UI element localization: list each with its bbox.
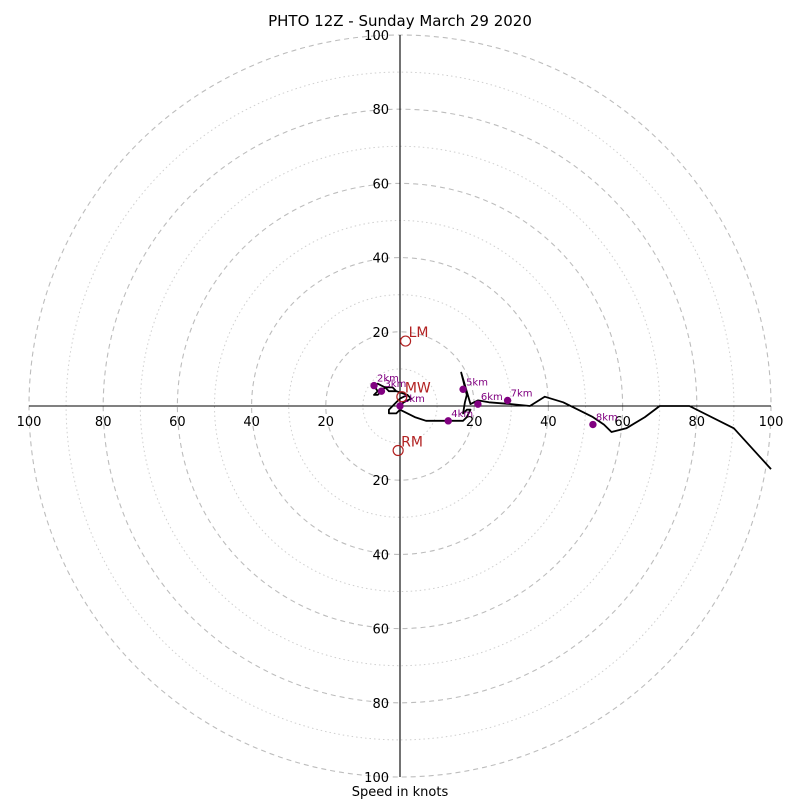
- height-label-4km: 4km: [451, 409, 473, 420]
- x-tick-label: 100: [17, 415, 42, 430]
- storm-motion-lm-label: LM: [409, 325, 429, 341]
- hodograph-line: [373, 371, 772, 470]
- x-tick-label: 80: [95, 415, 112, 430]
- height-label-6km: 6km: [481, 392, 503, 403]
- height-marker-4km: [444, 417, 452, 425]
- y-tick-label: 20: [372, 326, 389, 341]
- y-tick-label: 100: [364, 771, 389, 786]
- x-tick-label: 20: [318, 415, 335, 430]
- x-tick-label: 20: [466, 415, 483, 430]
- y-tick-label: 60: [372, 177, 389, 192]
- y-tick-label: 40: [372, 548, 389, 563]
- hodograph-trace: [373, 371, 772, 470]
- x-axis-label: Speed in knots: [352, 785, 449, 800]
- height-label-3km: 3km: [384, 379, 406, 390]
- height-marker-3km: [377, 387, 386, 395]
- height-marker-8km: [589, 420, 597, 429]
- height-label-1km: 1km: [403, 394, 425, 405]
- height-label-7km: 7km: [511, 388, 533, 399]
- x-tick-label: 40: [243, 415, 260, 430]
- height-label-5km: 5km: [466, 377, 488, 388]
- y-tick-label: 40: [372, 252, 389, 267]
- height-marker-6km: [474, 400, 482, 408]
- height-label-2km: 2km: [377, 374, 399, 385]
- height-label-8km: 8km: [596, 413, 618, 424]
- height-marker-5km: [459, 385, 467, 394]
- y-tick-label: 80: [372, 103, 389, 118]
- y-tick-label: 20: [372, 474, 389, 489]
- x-tick-label: 60: [614, 415, 631, 430]
- height-marker-2km: [370, 381, 378, 390]
- storm-motion-rm-label: RM: [401, 435, 423, 451]
- storm-motion-lm-marker: [399, 335, 412, 347]
- tick-labels: 100 80 60 40 20 20 40 60 80 100100806040202040608…: [17, 29, 784, 786]
- y-tick-label: 60: [372, 623, 389, 638]
- height-marker-7km: [503, 396, 512, 405]
- storm-motion-rm-marker: [392, 444, 404, 457]
- height-marker-1km: [396, 402, 404, 410]
- x-tick-label: 80: [689, 415, 706, 430]
- x-tick-label: 40: [540, 415, 557, 430]
- y-tick-label: 80: [372, 697, 389, 712]
- y-tick-label: 100: [364, 29, 389, 44]
- x-tick-label: 100: [759, 415, 784, 430]
- storm-motion-mw-label: MW: [405, 381, 431, 397]
- x-tick-label: 60: [169, 415, 186, 430]
- storm-motion-markers: LM MW RM: [392, 325, 431, 457]
- storm-motion-mw-marker: [396, 391, 408, 403]
- chart-title: PHTO 12Z - Sunday March 29 2020: [268, 12, 532, 30]
